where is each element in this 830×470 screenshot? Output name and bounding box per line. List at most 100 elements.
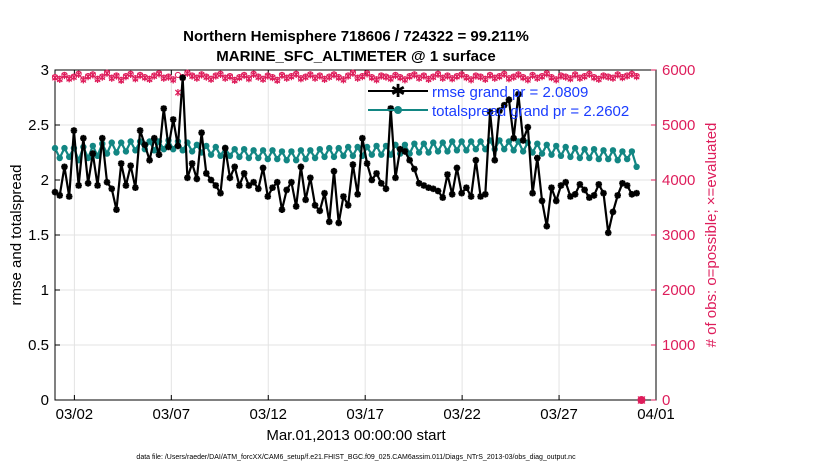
obs-evaluated-point [241, 71, 248, 80]
totalspread-point [240, 146, 248, 153]
y2-tick-label: 0 [662, 392, 670, 409]
totalspread-point [203, 142, 210, 150]
rmse-point [420, 182, 428, 189]
obs-evaluated-point [378, 72, 385, 80]
rmse-point [335, 219, 343, 227]
obs-evaluated-point [312, 74, 319, 82]
rmse-point [98, 134, 106, 142]
obs-evaluated-point [392, 71, 399, 80]
obs-evaluated-point [260, 75, 267, 83]
totalspread-point [628, 148, 636, 155]
y2-tick-label: 2000 [662, 282, 695, 299]
obs-evaluated-point [510, 73, 517, 81]
totalspread-point [297, 147, 305, 154]
rmse-point [392, 174, 399, 182]
obs-evaluated-point [619, 74, 626, 82]
totalspread-point [340, 152, 347, 159]
obs-evaluated-point [477, 73, 484, 81]
totalspread-point [529, 149, 536, 156]
chart-subtitle: MARINE_SFC_ALTIMETER @ 1 surface [216, 48, 495, 65]
totalspread-point [307, 147, 314, 154]
rmse-point [429, 185, 437, 193]
obs-evaluated-point [472, 72, 479, 80]
rmse-point [586, 194, 593, 201]
rmse-point [132, 184, 139, 191]
obs-evaluated-point [170, 76, 177, 84]
obs-evaluated-point [430, 73, 437, 81]
rmse-point [500, 101, 508, 109]
obs-evaluated-point [529, 71, 536, 80]
rmse-point [316, 207, 324, 215]
totalspread-point [595, 155, 602, 163]
rmse-point [491, 156, 499, 164]
legend-rmse-label: rmse grand pr = 2.0809 [432, 84, 588, 101]
y-tick-label: 3 [41, 62, 49, 79]
rmse-point [236, 182, 243, 189]
obs-evaluated-point [562, 73, 569, 81]
obs-evaluated-point [212, 72, 219, 80]
obs-evaluated-point [127, 70, 134, 78]
rmse-point [515, 90, 522, 98]
rmse-point [368, 176, 376, 184]
obs-evaluated-point [189, 72, 196, 80]
rmse-point [529, 189, 536, 197]
obs-evaluated-point [156, 70, 163, 78]
rmse-point [463, 184, 470, 191]
obs-evaluated-point [439, 74, 446, 82]
y-tick-label: 1.5 [28, 227, 49, 244]
obs-count-series [51, 69, 646, 404]
rmse-point [127, 162, 134, 169]
footer-datafile: data file: /Users/raeder/DAI/ATM_forcXX/… [136, 454, 576, 461]
rmse-point [117, 160, 125, 167]
rmse-point [344, 202, 352, 209]
rmse-point [221, 144, 229, 152]
obs-evaluated-point [345, 72, 352, 80]
totalspread-point [411, 140, 418, 147]
rmse-point [141, 141, 149, 149]
rmse-point [590, 192, 598, 199]
rmse-point [519, 137, 527, 144]
rmse-point [307, 174, 314, 182]
obs-evaluated-point [420, 72, 427, 80]
y-tick-label: 0.5 [28, 337, 49, 354]
rmse-point [604, 229, 612, 237]
y-tick-label: 2 [41, 172, 49, 189]
rmse-point [264, 193, 272, 200]
rmse-point [538, 197, 546, 205]
totalspread-point [108, 139, 115, 146]
obs-evaluated-point [572, 71, 579, 79]
rmse-point [146, 156, 153, 164]
obs-evaluated-point [288, 73, 295, 81]
rmse-point [217, 189, 224, 197]
rmse-point [382, 185, 390, 193]
rmse-point [614, 192, 621, 199]
y2-axis-label: # of obs: o=possible; ×=evaluated [703, 123, 720, 348]
obs-evaluated-point [193, 74, 200, 82]
obs-evaluated-point [425, 75, 432, 83]
rmse-point [373, 170, 380, 177]
totalspread-point [236, 153, 243, 161]
totalspread-point [321, 153, 328, 161]
obs-evaluated-point [591, 74, 598, 82]
obs-evaluated-point [548, 74, 555, 82]
obs-evaluated-point [576, 74, 583, 82]
obs-evaluated-point [567, 75, 574, 83]
rmse-point [151, 134, 158, 142]
totalspread-point [283, 157, 290, 164]
totalspread-point [430, 139, 437, 146]
obs-evaluated-point [373, 76, 380, 84]
obs-evaluated-point [255, 73, 262, 81]
grid [55, 70, 656, 400]
obs-evaluated-point [453, 73, 460, 81]
obs-evaluated-point [444, 72, 451, 80]
totalspread-point [65, 153, 73, 161]
obs-evaluated-point [236, 74, 243, 82]
y-tick-label: 0 [41, 392, 49, 409]
totalspread-point [292, 157, 300, 164]
obs-evaluated-point [151, 72, 158, 80]
rmse-point [543, 222, 551, 230]
rmse-point [633, 189, 640, 197]
obs-evaluated-point [226, 73, 233, 81]
totalspread-point [553, 142, 560, 150]
